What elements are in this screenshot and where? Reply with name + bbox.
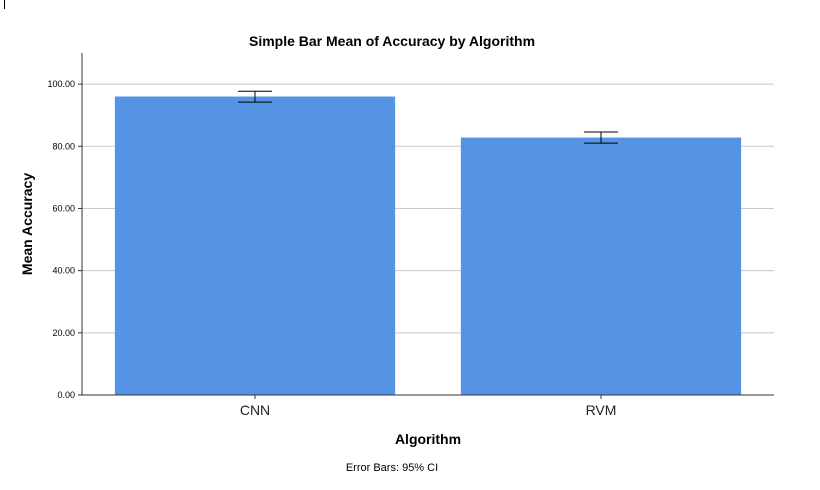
bars: [114, 96, 742, 396]
y-tick-label: 0.00: [57, 390, 75, 400]
y-tick-label: 60.00: [52, 203, 75, 213]
error-bar-footnote: Error Bars: 95% CI: [346, 462, 438, 474]
y-tick-label: 40.00: [52, 266, 75, 276]
bar: [460, 137, 742, 396]
error-bars: [238, 90, 618, 144]
y-tick-label: 80.00: [52, 141, 75, 151]
chart-title: Simple Bar Mean of Accuracy by Algorithm: [249, 33, 535, 49]
x-tick-label: CNN: [240, 402, 270, 418]
bar: [114, 96, 396, 395]
text-cursor: [4, 0, 5, 9]
y-tick-label: 20.00: [52, 328, 75, 338]
y-tick-label: 100.00: [47, 79, 75, 89]
x-tick-label: RVM: [586, 402, 617, 418]
axes: [81, 53, 774, 396]
y-axis-label: Mean Accuracy: [19, 173, 35, 275]
x-tick-labels: CNN RVM: [240, 395, 617, 418]
x-axis-label: Algorithm: [395, 431, 461, 447]
y-tick-labels: 0.00 20.00 40.00 60.00 80.00 100.00: [47, 79, 82, 400]
